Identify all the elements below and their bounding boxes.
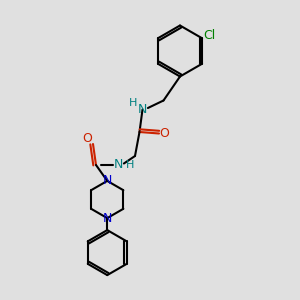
Text: N: N	[103, 212, 112, 225]
Text: O: O	[160, 127, 169, 140]
Text: H: H	[126, 160, 134, 170]
Text: Cl: Cl	[203, 29, 216, 42]
Text: N: N	[103, 174, 112, 188]
Text: N: N	[138, 103, 147, 116]
Text: O: O	[83, 132, 92, 145]
Text: H: H	[129, 98, 138, 109]
Text: N: N	[114, 158, 123, 172]
